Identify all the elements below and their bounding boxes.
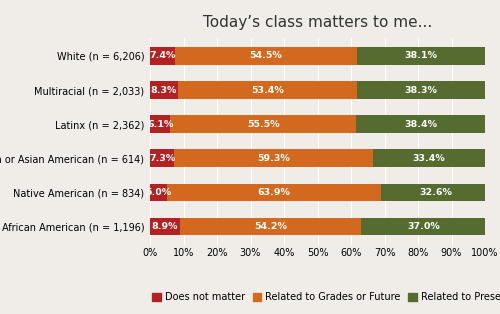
Text: 63.9%: 63.9% <box>258 188 290 197</box>
Text: 32.6%: 32.6% <box>419 188 452 197</box>
Bar <box>358 47 485 65</box>
Bar <box>150 149 174 167</box>
Text: 38.4%: 38.4% <box>404 120 437 129</box>
Text: 7.3%: 7.3% <box>149 154 176 163</box>
Bar <box>180 218 362 236</box>
Bar <box>174 149 373 167</box>
Bar <box>170 115 356 133</box>
Legend: Does not matter, Related to Grades or Future, Related to Present Interest or Con: Does not matter, Related to Grades or Fu… <box>148 289 500 306</box>
Text: 33.4%: 33.4% <box>412 154 446 163</box>
Bar <box>178 81 356 99</box>
Text: 38.3%: 38.3% <box>404 86 438 95</box>
Bar <box>150 115 171 133</box>
Bar <box>150 47 175 65</box>
Bar <box>373 149 485 167</box>
Text: 59.3%: 59.3% <box>258 154 290 163</box>
Text: 53.4%: 53.4% <box>251 86 284 95</box>
Bar <box>175 47 358 65</box>
Bar <box>167 184 381 201</box>
Text: 55.5%: 55.5% <box>247 120 280 129</box>
Title: Today’s class matters to me...: Today’s class matters to me... <box>203 14 432 30</box>
Text: 8.3%: 8.3% <box>150 86 177 95</box>
Bar <box>150 184 167 201</box>
Text: 38.1%: 38.1% <box>404 51 438 61</box>
Text: 8.9%: 8.9% <box>152 222 178 231</box>
Text: 6.1%: 6.1% <box>147 120 174 129</box>
Text: 7.4%: 7.4% <box>149 51 176 61</box>
Bar <box>381 184 490 201</box>
Bar <box>150 218 180 236</box>
Bar <box>356 115 485 133</box>
Text: 37.0%: 37.0% <box>407 222 440 231</box>
Bar <box>356 81 485 99</box>
Text: 54.2%: 54.2% <box>254 222 287 231</box>
Text: 5.0%: 5.0% <box>146 188 172 197</box>
Bar <box>150 81 178 99</box>
Text: 54.5%: 54.5% <box>250 51 282 61</box>
Bar <box>362 218 486 236</box>
